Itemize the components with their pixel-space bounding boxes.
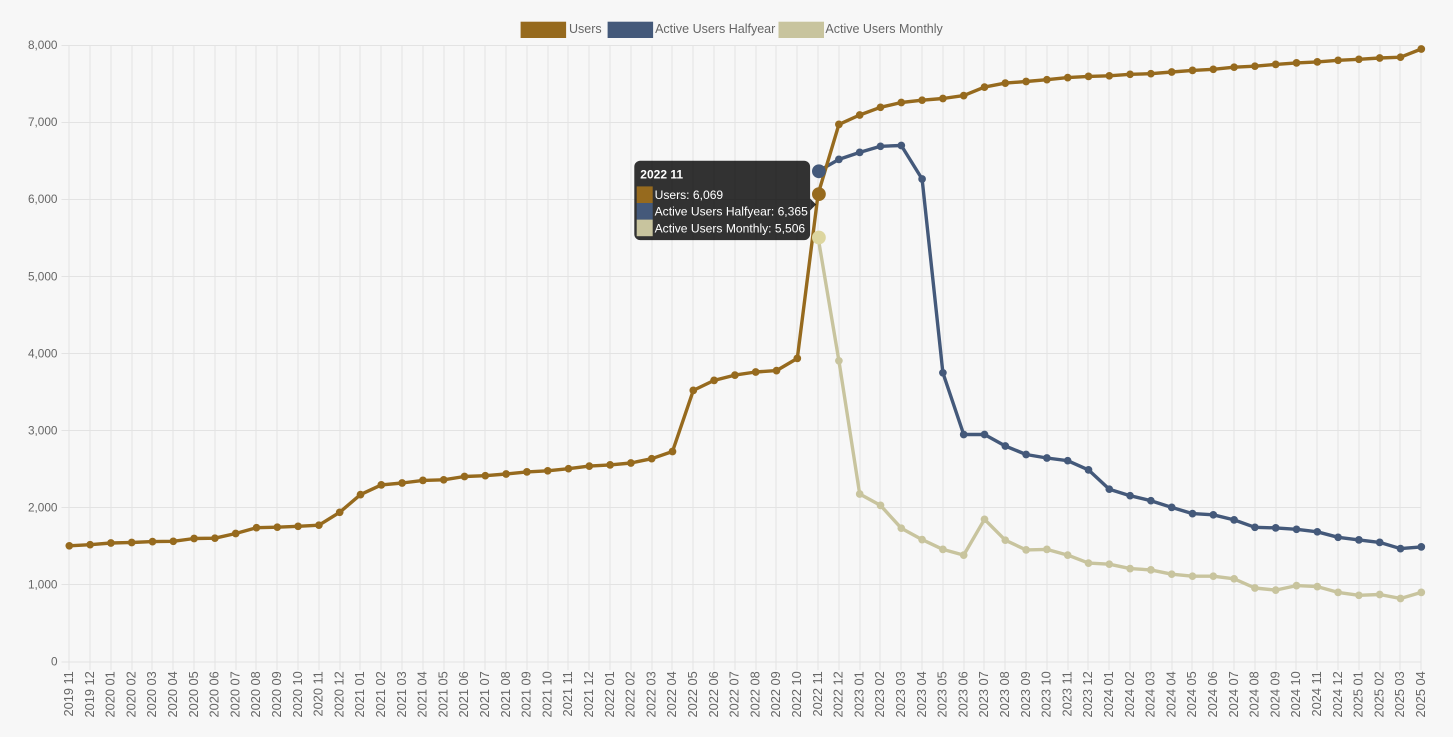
svg-text:2020 06: 2020 06 (207, 671, 222, 717)
svg-text:2025 01: 2025 01 (1351, 671, 1366, 717)
svg-text:2022 11: 2022 11 (810, 671, 825, 716)
svg-text:2022 10: 2022 10 (789, 671, 804, 717)
svg-text:2024 05: 2024 05 (1184, 671, 1199, 717)
svg-text:2021 10: 2021 10 (539, 671, 554, 717)
svg-text:2023 07: 2023 07 (976, 671, 991, 717)
svg-text:7,000: 7,000 (28, 115, 58, 129)
svg-text:2024 03: 2024 03 (1143, 671, 1158, 717)
svg-text:2024 01: 2024 01 (1101, 671, 1116, 717)
svg-text:2022 08: 2022 08 (747, 671, 762, 717)
svg-text:2022 04: 2022 04 (664, 671, 679, 717)
svg-text:2019 11: 2019 11 (61, 671, 76, 716)
svg-text:2024 09: 2024 09 (1267, 671, 1282, 717)
svg-text:2023 04: 2023 04 (914, 671, 929, 717)
svg-text:2025 02: 2025 02 (1371, 671, 1386, 717)
svg-text:2021 06: 2021 06 (456, 671, 471, 717)
svg-text:2022 06: 2022 06 (706, 671, 721, 717)
svg-text:2021 02: 2021 02 (373, 671, 388, 717)
svg-text:2024 07: 2024 07 (1226, 671, 1241, 717)
svg-text:Active Users Halfyear: Active Users Halfyear (655, 22, 775, 36)
svg-text:2023 06: 2023 06 (955, 671, 970, 717)
svg-text:2023 05: 2023 05 (935, 671, 950, 717)
svg-text:2020 04: 2020 04 (165, 671, 180, 717)
svg-text:2023 08: 2023 08 (997, 671, 1012, 717)
svg-text:Users: 6,069: Users: 6,069 (655, 188, 724, 202)
svg-text:2022 05: 2022 05 (685, 671, 700, 717)
svg-text:2024 10: 2024 10 (1288, 671, 1303, 717)
svg-text:2020 08: 2020 08 (248, 671, 263, 717)
svg-text:2021 08: 2021 08 (498, 671, 513, 717)
svg-text:2022 02: 2022 02 (623, 671, 638, 717)
svg-text:2022 03: 2022 03 (643, 671, 658, 717)
svg-text:Active Users Monthly: 5,506: Active Users Monthly: 5,506 (655, 221, 806, 235)
svg-text:2024 12: 2024 12 (1330, 671, 1345, 717)
svg-text:2020 09: 2020 09 (269, 671, 284, 717)
svg-text:Users: Users (569, 22, 602, 36)
svg-text:2024 11: 2024 11 (1309, 671, 1324, 716)
svg-text:8,000: 8,000 (28, 38, 58, 52)
svg-text:2020 12: 2020 12 (331, 671, 346, 717)
svg-text:2024 06: 2024 06 (1205, 671, 1220, 717)
svg-text:2025 03: 2025 03 (1392, 671, 1407, 717)
svg-text:2024 04: 2024 04 (1163, 671, 1178, 717)
svg-text:3,000: 3,000 (28, 423, 58, 437)
svg-text:Active Users Halfyear: 6,365: Active Users Halfyear: 6,365 (655, 205, 809, 219)
svg-text:2022 12: 2022 12 (831, 671, 846, 717)
svg-text:2020 02: 2020 02 (123, 671, 138, 717)
svg-text:2020 11: 2020 11 (311, 671, 326, 716)
svg-text:2021 12: 2021 12 (581, 671, 596, 717)
svg-text:Active Users Monthly: Active Users Monthly (825, 22, 943, 36)
svg-text:2021 04: 2021 04 (415, 671, 430, 717)
svg-text:2021 11: 2021 11 (560, 671, 575, 716)
svg-text:2023 01: 2023 01 (851, 671, 866, 717)
svg-text:0: 0 (51, 655, 58, 669)
svg-text:5,000: 5,000 (28, 269, 58, 283)
svg-text:4,000: 4,000 (28, 346, 58, 360)
svg-text:2021 07: 2021 07 (477, 671, 492, 717)
svg-text:2022 09: 2022 09 (768, 671, 783, 717)
svg-text:2023 02: 2023 02 (872, 671, 887, 717)
svg-text:2021 05: 2021 05 (435, 671, 450, 717)
svg-text:2020 01: 2020 01 (103, 671, 118, 717)
svg-text:2021 09: 2021 09 (519, 671, 534, 717)
svg-text:2024 02: 2024 02 (1122, 671, 1137, 717)
svg-text:1,000: 1,000 (28, 578, 58, 592)
svg-text:2022 11: 2022 11 (640, 168, 683, 182)
svg-text:2023 12: 2023 12 (1080, 671, 1095, 717)
svg-text:2020 03: 2020 03 (144, 671, 159, 717)
svg-text:2023 11: 2023 11 (1059, 671, 1074, 716)
svg-text:2019 12: 2019 12 (82, 671, 97, 717)
svg-text:2020 05: 2020 05 (186, 671, 201, 717)
svg-text:2022 07: 2022 07 (727, 671, 742, 717)
svg-text:2020 07: 2020 07 (227, 671, 242, 717)
svg-text:2020 10: 2020 10 (290, 671, 305, 717)
svg-text:6,000: 6,000 (28, 192, 58, 206)
svg-text:2022 01: 2022 01 (602, 671, 617, 717)
svg-text:2024 08: 2024 08 (1247, 671, 1262, 717)
svg-text:2021 03: 2021 03 (394, 671, 409, 717)
svg-text:2021 01: 2021 01 (352, 671, 367, 717)
svg-text:2023 10: 2023 10 (1039, 671, 1054, 717)
svg-text:2023 03: 2023 03 (893, 671, 908, 717)
svg-text:2023 09: 2023 09 (1018, 671, 1033, 717)
svg-text:2,000: 2,000 (28, 501, 58, 515)
svg-text:2025 04: 2025 04 (1413, 671, 1428, 717)
